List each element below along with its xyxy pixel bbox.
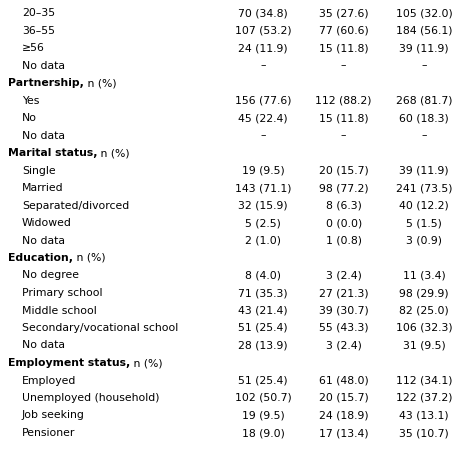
Text: n (%): n (%) — [84, 78, 117, 88]
Text: 112 (88.2): 112 (88.2) — [315, 95, 372, 106]
Text: 35 (27.6): 35 (27.6) — [319, 8, 368, 18]
Text: Primary school: Primary school — [22, 288, 102, 298]
Text: 3 (2.4): 3 (2.4) — [326, 340, 362, 350]
Text: 51 (25.4): 51 (25.4) — [238, 375, 288, 385]
Text: 31 (9.5): 31 (9.5) — [403, 340, 446, 350]
Text: No degree: No degree — [22, 271, 79, 281]
Text: 19 (9.5): 19 (9.5) — [242, 410, 284, 420]
Text: 5 (1.5): 5 (1.5) — [406, 218, 442, 228]
Text: 8 (4.0): 8 (4.0) — [245, 271, 281, 281]
Text: Employment status,: Employment status, — [8, 358, 130, 368]
Text: 15 (11.8): 15 (11.8) — [319, 113, 368, 123]
Text: Pensioner: Pensioner — [22, 428, 75, 438]
Text: 1 (0.8): 1 (0.8) — [326, 236, 362, 246]
Text: Married: Married — [22, 183, 64, 193]
Text: Unemployed (household): Unemployed (household) — [22, 393, 159, 403]
Text: 0 (0.0): 0 (0.0) — [326, 218, 362, 228]
Text: –: – — [341, 130, 346, 140]
Text: Education,: Education, — [8, 253, 73, 263]
Text: 3 (0.9): 3 (0.9) — [406, 236, 442, 246]
Text: 112 (34.1): 112 (34.1) — [396, 375, 453, 385]
Text: –: – — [260, 61, 266, 71]
Text: 20 (15.7): 20 (15.7) — [319, 165, 368, 175]
Text: 77 (60.6): 77 (60.6) — [319, 26, 368, 36]
Text: No: No — [22, 113, 37, 123]
Text: –: – — [421, 61, 427, 71]
Text: 71 (35.3): 71 (35.3) — [238, 288, 288, 298]
Text: No data: No data — [22, 61, 65, 71]
Text: 11 (3.4): 11 (3.4) — [403, 271, 446, 281]
Text: 17 (13.4): 17 (13.4) — [319, 428, 368, 438]
Text: 51 (25.4): 51 (25.4) — [238, 323, 288, 333]
Text: Partnership,: Partnership, — [8, 78, 84, 88]
Text: 268 (81.7): 268 (81.7) — [396, 95, 453, 106]
Text: 8 (6.3): 8 (6.3) — [326, 201, 362, 210]
Text: 102 (50.7): 102 (50.7) — [235, 393, 292, 403]
Text: 19 (9.5): 19 (9.5) — [242, 165, 284, 175]
Text: 43 (21.4): 43 (21.4) — [238, 306, 288, 316]
Text: 32 (15.9): 32 (15.9) — [238, 201, 288, 210]
Text: 45 (22.4): 45 (22.4) — [238, 113, 288, 123]
Text: 28 (13.9): 28 (13.9) — [238, 340, 288, 350]
Text: 43 (13.1): 43 (13.1) — [400, 410, 449, 420]
Text: 20 (15.7): 20 (15.7) — [319, 393, 368, 403]
Text: 184 (56.1): 184 (56.1) — [396, 26, 453, 36]
Text: 70 (34.8): 70 (34.8) — [238, 8, 288, 18]
Text: 15 (11.8): 15 (11.8) — [319, 43, 368, 53]
Text: 105 (32.0): 105 (32.0) — [396, 8, 453, 18]
Text: –: – — [260, 130, 266, 140]
Text: Widowed: Widowed — [22, 218, 72, 228]
Text: ≥56: ≥56 — [22, 43, 45, 53]
Text: 5 (2.5): 5 (2.5) — [245, 218, 281, 228]
Text: No data: No data — [22, 340, 65, 350]
Text: 40 (12.2): 40 (12.2) — [400, 201, 449, 210]
Text: 39 (30.7): 39 (30.7) — [319, 306, 368, 316]
Text: 18 (9.0): 18 (9.0) — [242, 428, 284, 438]
Text: 2 (1.0): 2 (1.0) — [245, 236, 281, 246]
Text: No data: No data — [22, 236, 65, 246]
Text: Yes: Yes — [22, 95, 39, 106]
Text: Single: Single — [22, 165, 55, 175]
Text: n (%): n (%) — [130, 358, 163, 368]
Text: 27 (21.3): 27 (21.3) — [319, 288, 368, 298]
Text: 60 (18.3): 60 (18.3) — [400, 113, 449, 123]
Text: 55 (43.3): 55 (43.3) — [319, 323, 368, 333]
Text: 3 (2.4): 3 (2.4) — [326, 271, 362, 281]
Text: 98 (77.2): 98 (77.2) — [319, 183, 368, 193]
Text: 241 (73.5): 241 (73.5) — [396, 183, 453, 193]
Text: 143 (71.1): 143 (71.1) — [235, 183, 292, 193]
Text: 122 (37.2): 122 (37.2) — [396, 393, 453, 403]
Text: n (%): n (%) — [98, 148, 130, 158]
Text: –: – — [341, 61, 346, 71]
Text: Middle school: Middle school — [22, 306, 97, 316]
Text: Employed: Employed — [22, 375, 76, 385]
Text: 61 (48.0): 61 (48.0) — [319, 375, 368, 385]
Text: 156 (77.6): 156 (77.6) — [235, 95, 292, 106]
Text: 39 (11.9): 39 (11.9) — [400, 43, 449, 53]
Text: 24 (11.9): 24 (11.9) — [238, 43, 288, 53]
Text: 35 (10.7): 35 (10.7) — [400, 428, 449, 438]
Text: Separated/divorced: Separated/divorced — [22, 201, 129, 210]
Text: 36–55: 36–55 — [22, 26, 55, 36]
Text: 107 (53.2): 107 (53.2) — [235, 26, 292, 36]
Text: n (%): n (%) — [73, 253, 106, 263]
Text: –: – — [421, 130, 427, 140]
Text: Secondary/vocational school: Secondary/vocational school — [22, 323, 178, 333]
Text: Job seeking: Job seeking — [22, 410, 85, 420]
Text: 24 (18.9): 24 (18.9) — [319, 410, 368, 420]
Text: Marital status,: Marital status, — [8, 148, 98, 158]
Text: 39 (11.9): 39 (11.9) — [400, 165, 449, 175]
Text: No data: No data — [22, 130, 65, 140]
Text: 20–35: 20–35 — [22, 8, 55, 18]
Text: 98 (29.9): 98 (29.9) — [400, 288, 449, 298]
Text: 82 (25.0): 82 (25.0) — [400, 306, 449, 316]
Text: 106 (32.3): 106 (32.3) — [396, 323, 453, 333]
